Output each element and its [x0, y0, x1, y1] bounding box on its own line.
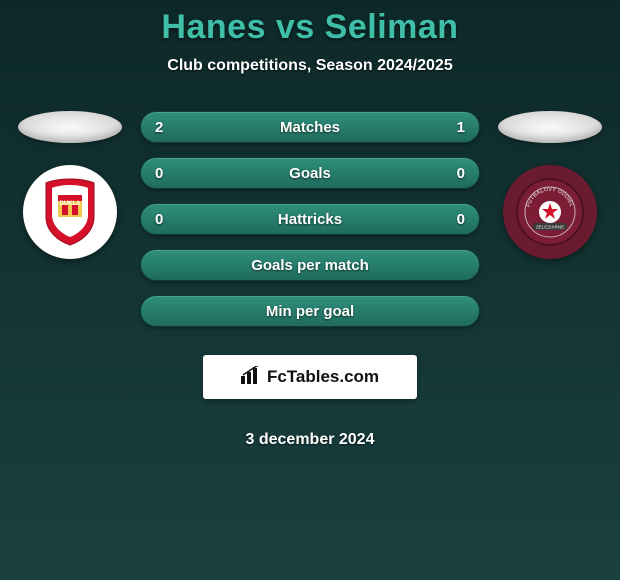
stat-right-value: 0 [445, 211, 465, 228]
left-column: DUKLA [10, 105, 130, 259]
stat-left-value: 2 [155, 119, 175, 136]
stat-left-value: 0 [155, 165, 175, 182]
club-badge-right: FUTBALOVY ODDIEL ZELEZIARNE [503, 165, 597, 259]
stat-label: Goals [175, 165, 445, 182]
subtitle: Club competitions, Season 2024/2025 [0, 57, 620, 75]
bar-chart-icon [241, 366, 267, 389]
stat-left-value: 0 [155, 211, 175, 228]
svg-text:ZELEZIARNE: ZELEZIARNE [536, 225, 564, 230]
club-crest-left-icon: DUKLA [40, 177, 100, 247]
stat-row-goals-per-match: Goals per match [140, 249, 480, 281]
stats-column: 2 Matches 1 0 Goals 0 0 Hattricks 0 Goal… [130, 105, 490, 449]
stat-label: Min per goal [175, 303, 445, 320]
stat-row-min-per-goal: Min per goal [140, 295, 480, 327]
stat-right-value: 0 [445, 165, 465, 182]
widget-root: Hanes vs Seliman Club competitions, Seas… [0, 0, 620, 449]
brand-label: FcTables.com [267, 367, 379, 387]
player-silhouette-left [18, 111, 122, 143]
club-badge-left: DUKLA [23, 165, 117, 259]
stat-row-goals: 0 Goals 0 [140, 157, 480, 189]
date-label: 3 december 2024 [130, 431, 490, 449]
brand-box[interactable]: FcTables.com [203, 355, 417, 399]
player-silhouette-right [498, 111, 602, 143]
page-title: Hanes vs Seliman [0, 8, 620, 47]
stat-row-matches: 2 Matches 1 [140, 111, 480, 143]
stat-label: Matches [175, 119, 445, 136]
stat-label: Goals per match [175, 257, 445, 274]
right-column: FUTBALOVY ODDIEL ZELEZIARNE [490, 105, 610, 259]
content-row: DUKLA 2 Matches 1 0 Goals 0 0 Hattric [0, 105, 620, 449]
stat-label: Hattricks [175, 211, 445, 228]
club-crest-right-icon: FUTBALOVY ODDIEL ZELEZIARNE [515, 177, 585, 247]
stat-row-hattricks: 0 Hattricks 0 [140, 203, 480, 235]
stat-right-value: 1 [445, 119, 465, 136]
